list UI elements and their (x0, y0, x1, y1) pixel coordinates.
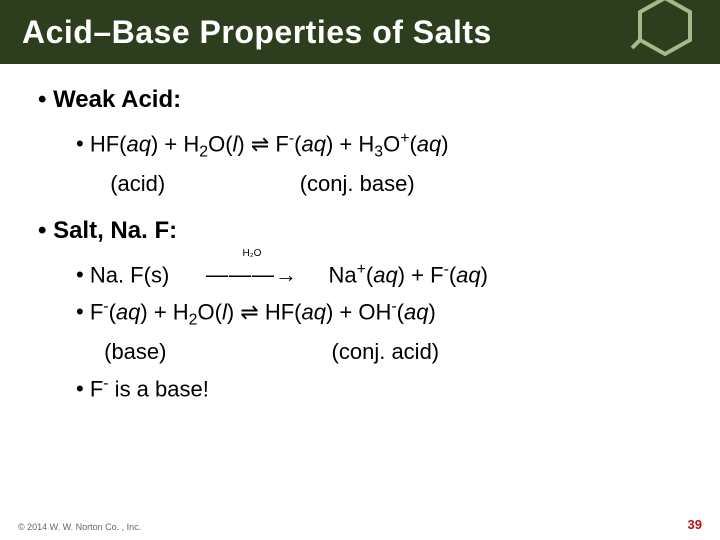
slide-title: Acid–Base Properties of Salts (22, 14, 492, 51)
heading-salt-naf: Salt, Na. F: (60, 217, 680, 245)
heading-weak-acid: Weak Acid: (60, 86, 680, 114)
page-number: 39 (688, 517, 702, 532)
equation-hf: HF(aq) + H2O(l) ⇌ F-(aq) + H3O+(aq) (98, 128, 680, 163)
labels-acid-conjbase: (acid) (conj. base) (98, 169, 680, 199)
hexagon-logo-icon (630, 0, 700, 66)
title-bar: Acid–Base Properties of Salts (0, 0, 720, 64)
copyright-text: © 2014 W. W. Norton Co. , Inc. (18, 522, 141, 532)
equation-naf-dissolve: Na. F(s) H₂O ———→ Na+(aq) + F-(aq) (98, 259, 680, 290)
conclusion-f-base: F- is a base! (98, 373, 680, 404)
labels-base-conjacid: (base) (conj. acid) (98, 337, 680, 367)
slide-content: Weak Acid: HF(aq) + H2O(l) ⇌ F-(aq) + H3… (0, 64, 720, 420)
equation-f-hydrolysis: F-(aq) + H2O(l) ⇌ HF(aq) + OH-(aq) (98, 296, 680, 331)
footer: © 2014 W. W. Norton Co. , Inc. 39 (18, 517, 702, 532)
